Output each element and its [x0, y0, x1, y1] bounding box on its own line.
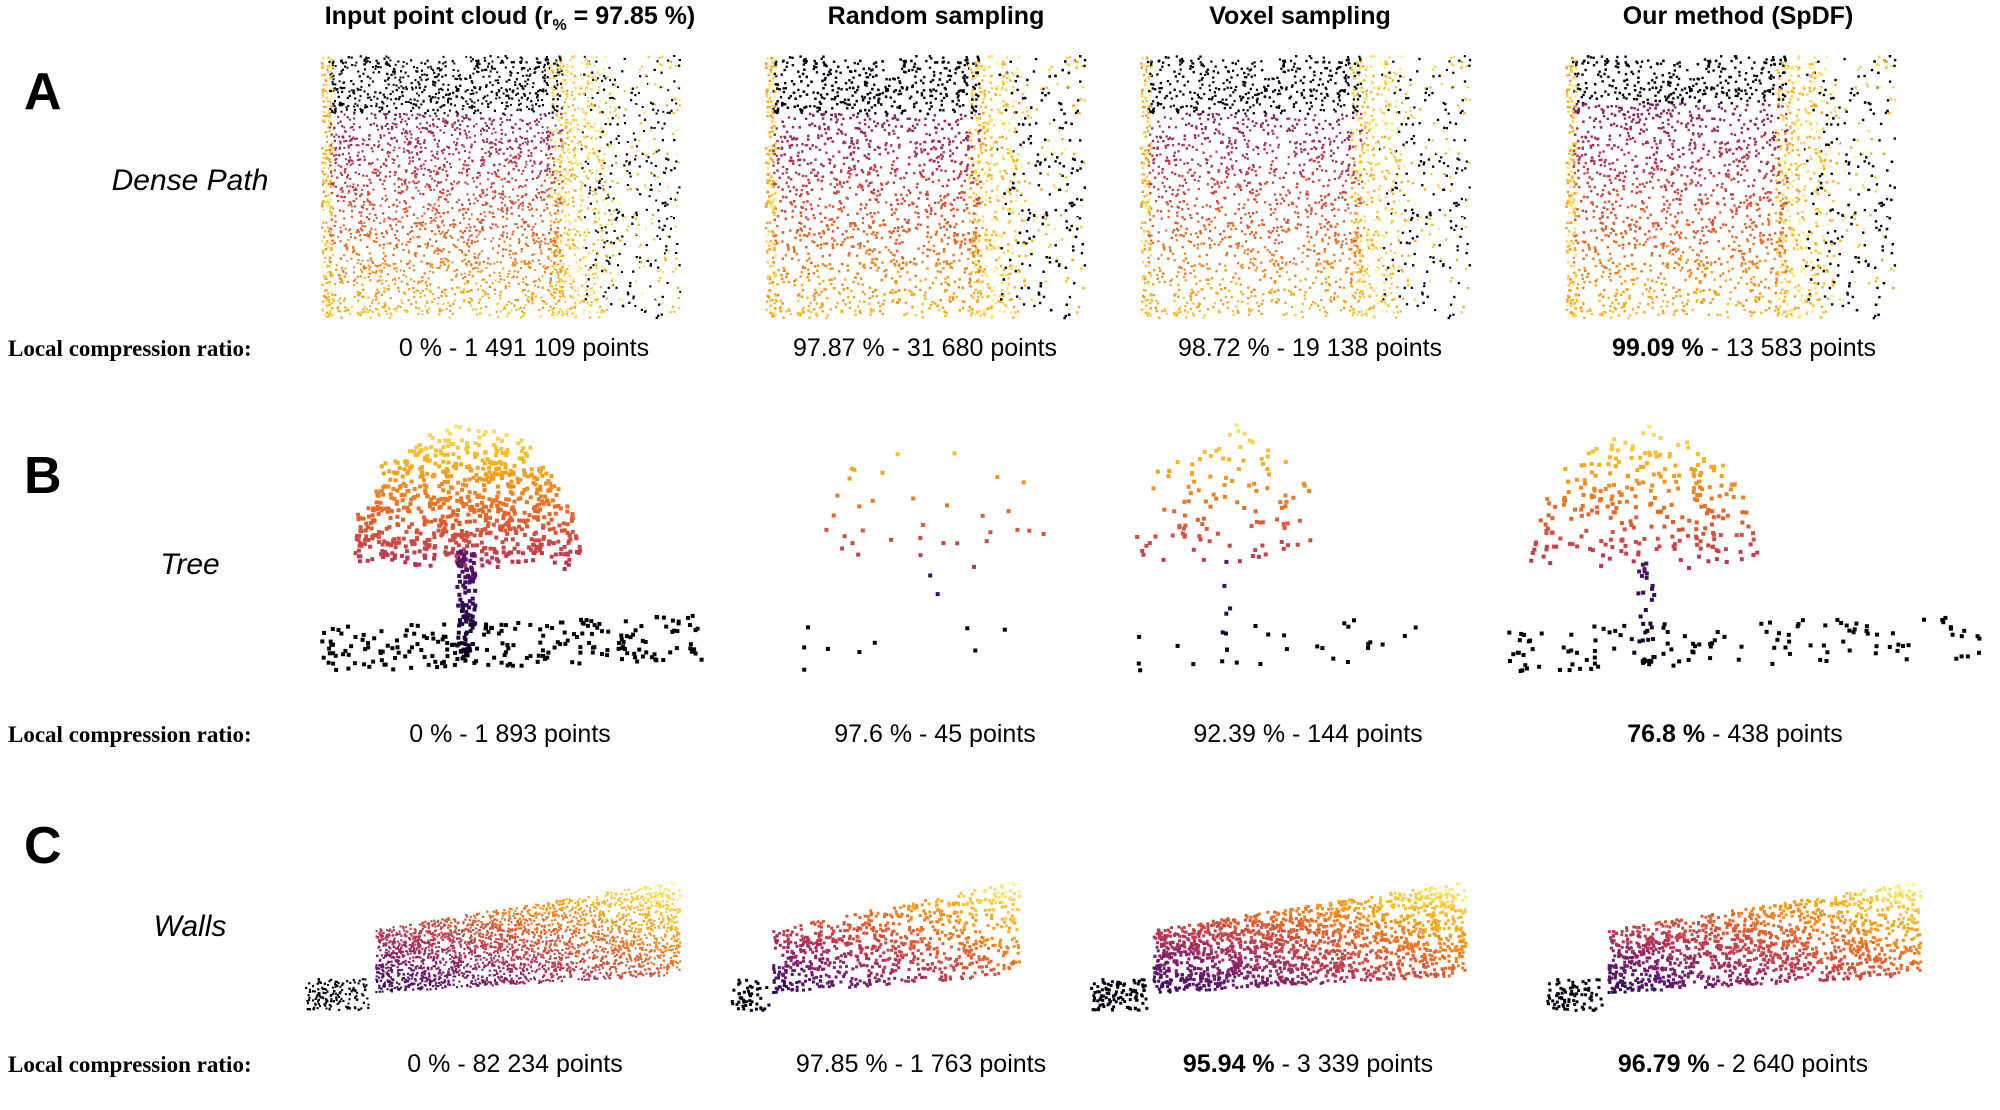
point-cloud-walls-random: [730, 881, 1021, 1012]
column-header-random: Random sampling: [828, 2, 1045, 31]
point-cloud-tree-spdf: [1507, 424, 1982, 673]
row-letter-c: C: [24, 816, 62, 876]
row-name-walls: Walls: [154, 910, 227, 944]
column-header-spdf: Our method (SpDF): [1623, 2, 1854, 31]
point-cloud-tree-random: [802, 451, 1046, 672]
stat-a-input: 0 % - 1 491 109 points: [399, 334, 649, 363]
stat-ratio: 97.85 %: [796, 1050, 888, 1078]
stat-points: - 31 680 points: [885, 334, 1057, 362]
stat-points: - 45 points: [912, 720, 1036, 748]
stat-points: - 82 234 points: [450, 1050, 622, 1078]
column-header-text: Voxel sampling: [1209, 2, 1391, 30]
stat-ratio: 92.39 %: [1193, 720, 1285, 748]
stat-b-input: 0 % - 1 893 points: [409, 720, 611, 749]
stat-b-spdf: 76.8 % - 438 points: [1627, 720, 1842, 749]
lcr-label-b: Local compression ratio:: [8, 722, 252, 748]
point-cloud-dense-path-spdf: [1565, 55, 1897, 320]
column-header-text: Random sampling: [828, 2, 1045, 30]
stat-points: - 144 points: [1285, 720, 1423, 748]
row-letter-a: A: [24, 62, 62, 122]
stat-ratio-bold: 96.79 %: [1618, 1050, 1710, 1078]
stat-points: - 19 138 points: [1270, 334, 1442, 362]
stat-points: - 2 640 points: [1710, 1050, 1869, 1078]
stat-c-input: 0 % - 82 234 points: [407, 1050, 622, 1079]
point-cloud-walls-input: [305, 881, 682, 1011]
row-letter-b: B: [24, 446, 62, 506]
stat-ratio: 0 %: [407, 1050, 450, 1078]
stat-points: - 1 491 109 points: [442, 334, 649, 362]
lcr-label-c: Local compression ratio:: [8, 1052, 252, 1078]
column-header-input: Input point cloud (r% = 97.85 %): [325, 2, 696, 35]
stat-a-spdf: 99.09 % - 13 583 points: [1612, 334, 1876, 363]
stat-a-random: 97.87 % - 31 680 points: [793, 334, 1057, 363]
column-header-text: = 97.85 %): [567, 2, 696, 30]
stat-ratio-bold: 76.8 %: [1627, 720, 1705, 748]
column-header-subscript: %: [552, 17, 566, 34]
row-name-tree: Tree: [160, 548, 219, 582]
stat-points: - 438 points: [1705, 720, 1843, 748]
stat-c-random: 97.85 % - 1 763 points: [796, 1050, 1046, 1079]
column-header-text: Input point cloud (r: [325, 2, 553, 30]
stat-points: - 13 583 points: [1704, 334, 1876, 362]
stat-points: - 3 339 points: [1275, 1050, 1434, 1078]
column-header-voxel: Voxel sampling: [1209, 2, 1391, 31]
stat-ratio-bold: 95.94 %: [1183, 1050, 1275, 1078]
stat-ratio-bold: 99.09 %: [1612, 334, 1704, 362]
stat-b-voxel: 92.39 % - 144 points: [1193, 720, 1422, 749]
point-cloud-tree-input: [320, 424, 704, 672]
stat-c-spdf: 96.79 % - 2 640 points: [1618, 1050, 1868, 1079]
point-cloud-dense-path-voxel: [1140, 55, 1472, 320]
point-cloud-tree-voxel: [1135, 423, 1418, 673]
stat-b-random: 97.6 % - 45 points: [834, 720, 1036, 749]
stat-ratio: 98.72 %: [1178, 334, 1270, 362]
point-cloud-walls-spdf: [1546, 881, 1923, 1012]
stat-ratio: 97.6 %: [834, 720, 912, 748]
stat-ratio: 0 %: [409, 720, 452, 748]
stat-c-voxel: 95.94 % - 3 339 points: [1183, 1050, 1433, 1079]
row-name-dense-path: Dense Path: [112, 164, 269, 198]
lcr-label-a: Local compression ratio:: [8, 336, 252, 362]
point-cloud-walls-voxel: [1090, 882, 1468, 1012]
stat-ratio: 97.87 %: [793, 334, 885, 362]
column-header-text: Our method (SpDF): [1623, 2, 1854, 30]
point-cloud-dense-path-input: [321, 55, 682, 319]
stat-ratio: 0 %: [399, 334, 442, 362]
stat-points: - 1 893 points: [452, 720, 611, 748]
stat-points: - 1 763 points: [888, 1050, 1047, 1078]
stat-a-voxel: 98.72 % - 19 138 points: [1178, 334, 1442, 363]
point-cloud-dense-path-random: [764, 55, 1087, 320]
